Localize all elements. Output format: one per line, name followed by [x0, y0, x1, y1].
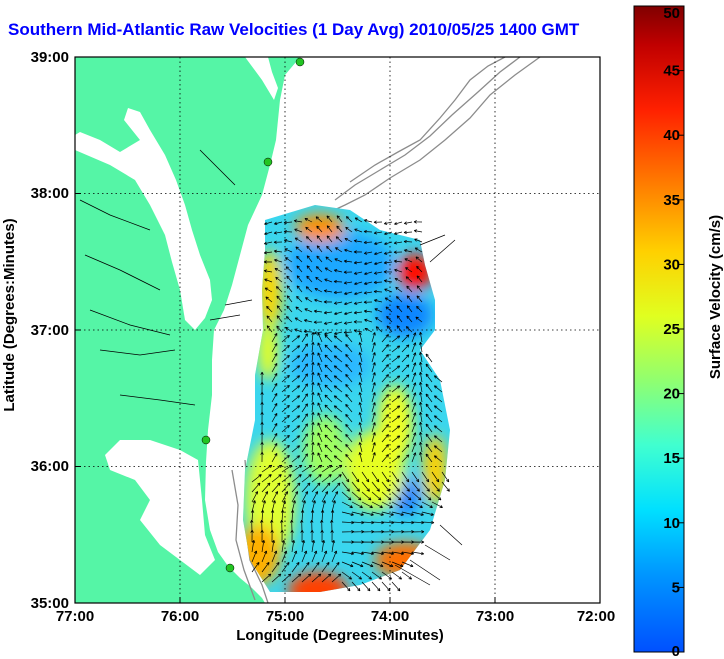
colorbar-tick-label: 10 [663, 515, 680, 532]
x-tick-label: 73:00 [476, 608, 514, 625]
colorbar-ticks: 0 5 10 15 20 25 30 35 40 45 50 [663, 5, 684, 659]
colorbar-tick-label: 45 [663, 63, 680, 80]
coastal-stations [201, 57, 305, 573]
rivers [79, 149, 236, 406]
colorbar-tick-label: 35 [663, 192, 680, 209]
y-tick-label: 37:00 [31, 322, 69, 339]
delaware-bay [245, 57, 278, 100]
velocity-arrows [209, 215, 463, 592]
colorbar-tick-label: 50 [663, 5, 680, 22]
y-axis-label: Latitude (Degrees:Minutes) [1, 218, 18, 411]
x-tick-label: 75:00 [266, 608, 304, 625]
y-tick-label: 36:00 [31, 458, 69, 475]
colorbar-tick-label: 30 [663, 256, 680, 273]
pamlico-sound [105, 440, 215, 575]
colorbar-tick-label: 0 [672, 643, 680, 659]
x-tick-label: 77:00 [56, 608, 94, 625]
tick-marks [74, 56, 601, 604]
colorbar-tick-label: 5 [672, 579, 680, 596]
colorbar-tick-label: 25 [663, 321, 680, 338]
x-tick-label: 76:00 [161, 608, 199, 625]
colorbar-tick-label: 15 [663, 450, 680, 467]
grid-lines [75, 57, 600, 603]
y-tick-label: 35:00 [31, 595, 69, 612]
x-tick-label: 72:00 [577, 608, 615, 625]
colorbar-tick-label: 20 [663, 386, 680, 403]
colorbar [633, 5, 685, 653]
colorbar-tick-label: 40 [663, 127, 680, 144]
velocity-arrow-path [209, 215, 463, 592]
map-title: Southern Mid-Atlantic Raw Velocities (1 … [8, 20, 580, 39]
x-tick-label: 74:00 [371, 608, 409, 625]
y-tick-label: 39:00 [31, 49, 69, 66]
x-axis-label: Longitude (Degrees:Minutes) [236, 627, 444, 644]
colorbar-label: Surface Velocity (cm/s) [707, 215, 724, 379]
y-tick-label: 38:00 [31, 185, 69, 202]
chesapeake-bay [75, 108, 212, 330]
